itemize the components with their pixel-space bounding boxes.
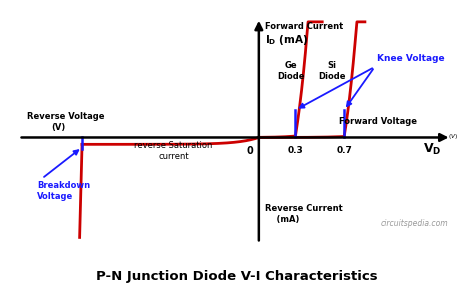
Text: $^{(V)}$: $^{(V)}$ bbox=[448, 134, 458, 143]
Text: Forward Voltage: Forward Voltage bbox=[339, 117, 417, 126]
Text: $\mathbf{V_D}$: $\mathbf{V_D}$ bbox=[423, 142, 441, 158]
Text: Forward Current: Forward Current bbox=[265, 22, 343, 31]
Text: Reverse Voltage: Reverse Voltage bbox=[27, 112, 105, 121]
Text: 0.7: 0.7 bbox=[336, 146, 352, 155]
Text: (mA): (mA) bbox=[265, 215, 299, 224]
Text: Knee Voltage: Knee Voltage bbox=[377, 54, 445, 63]
Text: $\mathbf{I_D}$ (mA): $\mathbf{I_D}$ (mA) bbox=[265, 33, 308, 47]
Text: 0.3: 0.3 bbox=[288, 146, 303, 155]
Text: Si
Diode: Si Diode bbox=[318, 61, 346, 81]
Text: Breakdown
Voltage: Breakdown Voltage bbox=[37, 180, 90, 201]
Text: circuitspedia.com: circuitspedia.com bbox=[380, 219, 448, 228]
Text: 0: 0 bbox=[247, 146, 254, 156]
Text: P-N Junction Diode V-I Characteristics: P-N Junction Diode V-I Characteristics bbox=[96, 270, 378, 283]
Text: Ge
Diode: Ge Diode bbox=[277, 61, 304, 81]
Text: reverse Saturation
current: reverse Saturation current bbox=[134, 141, 213, 161]
Text: Reverse Current: Reverse Current bbox=[265, 204, 343, 213]
Text: (V): (V) bbox=[52, 123, 66, 132]
